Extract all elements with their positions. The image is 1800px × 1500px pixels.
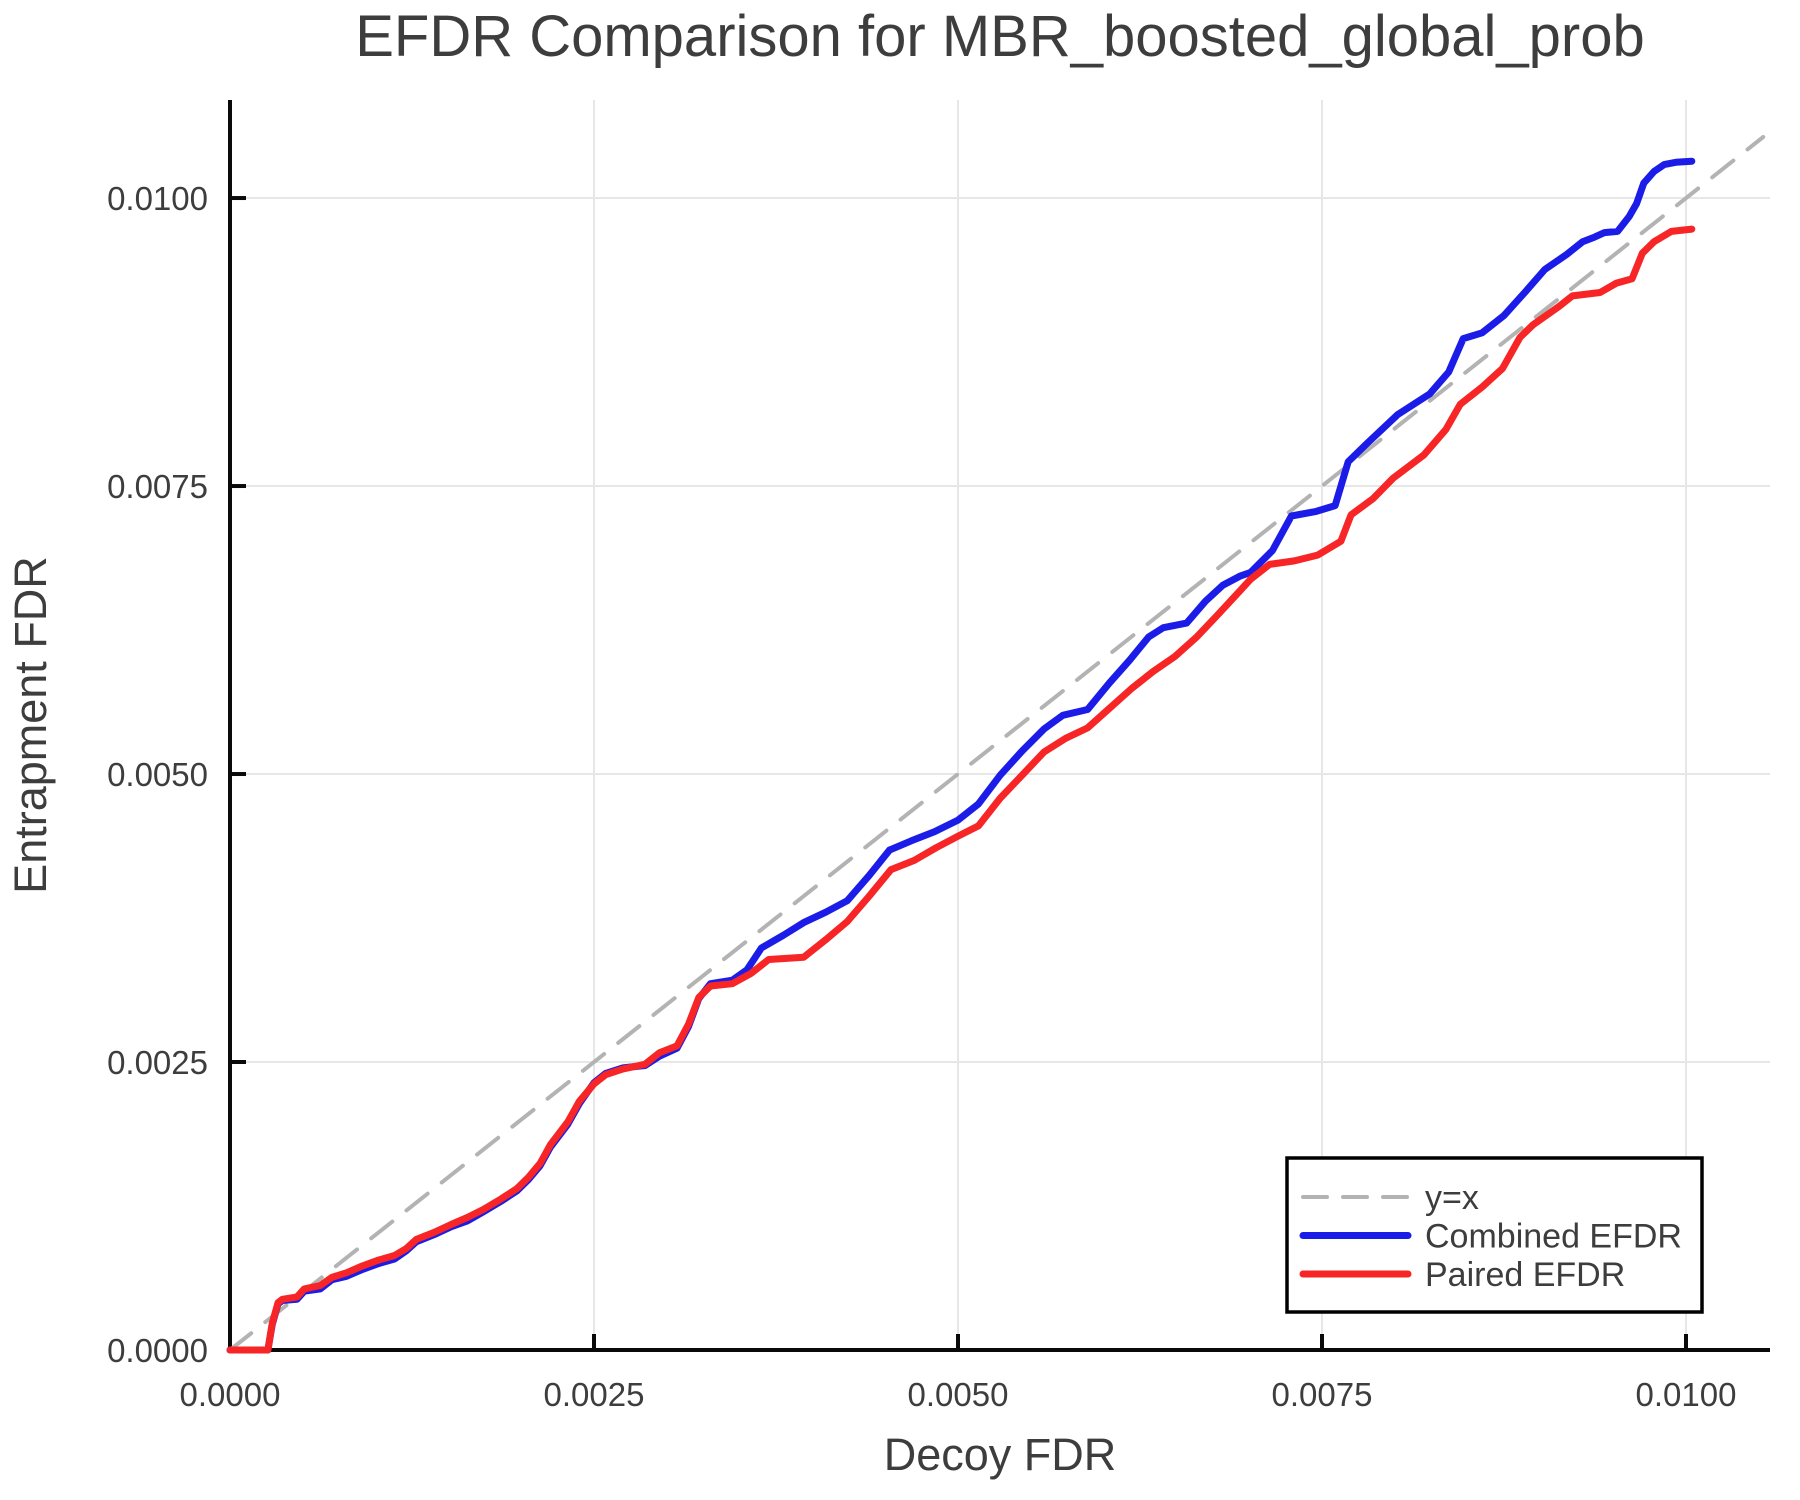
x-tick-label: 0.0025 [544, 1376, 645, 1413]
x-tick-label: 0.0100 [1636, 1376, 1737, 1413]
y-tick-label: 0.0025 [107, 1044, 208, 1081]
chart-title: EFDR Comparison for MBR_boosted_global_p… [355, 4, 1645, 69]
x-axis-label: Decoy FDR [884, 1429, 1117, 1480]
y-tick-label: 0.0000 [107, 1332, 208, 1369]
series-line-y-x [228, 135, 1766, 1352]
axes-layer [228, 100, 1770, 1352]
legend-label-y-x: y=x [1425, 1179, 1479, 1217]
legend-label-combined-efdr: Combined EFDR [1425, 1218, 1682, 1256]
x-tick-label: 0.0000 [180, 1376, 281, 1413]
x-tick-label: 0.0075 [1272, 1376, 1373, 1413]
series-line-paired-efdr [226, 225, 1696, 1354]
y-tick-label: 0.0075 [107, 468, 208, 505]
y-tick-label: 0.0100 [107, 180, 208, 217]
x-tick-label: 0.0050 [908, 1376, 1009, 1413]
legend-label-paired-efdr: Paired EFDR [1425, 1256, 1625, 1294]
tick-label-layer: 0.0000 0.0025 0.0050 0.0075 0.0100 0.0000 0.00… [107, 180, 1736, 1413]
series-layer [226, 135, 1766, 1354]
y-tick-label: 0.0050 [107, 756, 208, 793]
y-axis-label: Entrapment FDR [5, 556, 56, 894]
